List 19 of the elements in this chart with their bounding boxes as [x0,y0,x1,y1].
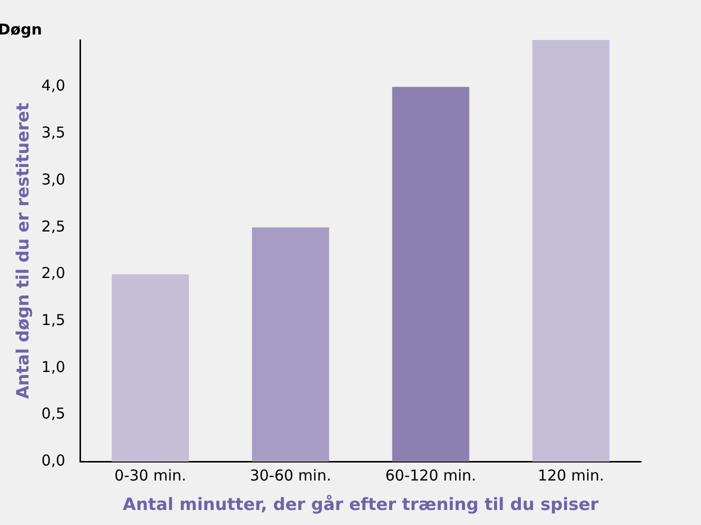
x-tick-label: 30-60 min. [250,466,332,484]
y-tick-label: 4,0 [41,76,66,95]
y-tick-label: 3,5 [41,124,66,142]
y-tick-label: 2,5 [41,217,66,236]
y-tick-label: 2,0 [41,264,66,282]
y-tick-label: 0,0 [41,451,66,470]
bar [252,227,330,462]
y-tick-label: 1,5 [41,310,66,329]
x-tick-label: 120 min. [538,466,604,484]
y-axis-title: Antal døgn til du er restitueret [14,102,34,399]
x-tick-label: 60-120 min. [385,466,476,484]
y-tick-label: 1,0 [41,358,66,376]
bar [112,274,189,462]
y-tick-label: 0,5 [41,404,66,423]
x-axis-title: Antal minutter, der går efter træning til du spiser [122,494,600,516]
x-tick-label: 0-30 min. [114,466,186,484]
y-tick-label: 3,0 [41,170,66,188]
bar [392,86,470,462]
bar [532,40,610,462]
